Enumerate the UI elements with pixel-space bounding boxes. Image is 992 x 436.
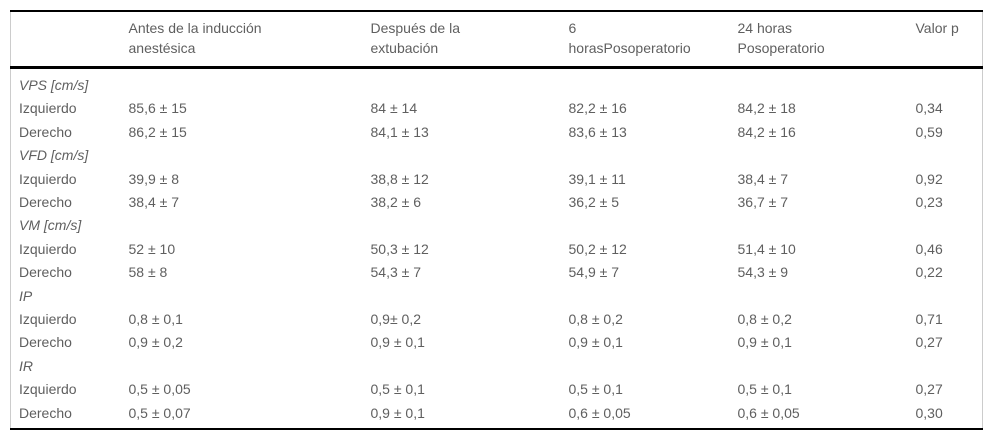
section-row: IR — [11, 355, 983, 378]
value-cell: 38,4 ± 7 — [128, 194, 180, 211]
value-cell: 36,7 ± 7 — [737, 194, 789, 211]
value-cell: 0,6 ± 0,05 — [568, 404, 631, 421]
value-cell: 0,5 ± 0,07 — [128, 404, 191, 421]
table-row: Derecho 86,2 ± 15 84,1 ± 13 83,6 ± 13 84,2 ±… — [11, 121, 983, 144]
row-label: Izquierdo — [19, 381, 77, 398]
value-cell: 0,9 ± 0,1 — [568, 334, 623, 351]
column-header: Antes de la inducción anestésica — [128, 11, 371, 69]
row-label: Izquierdo — [19, 311, 77, 328]
value-cell: 84,2 ± 18 — [737, 100, 796, 117]
table-row: Derecho 0,5 ± 0,07 0,9 ± 0,1 0,6 ± 0,05 0,6 … — [11, 402, 983, 429]
row-label: Izquierdo — [19, 100, 77, 117]
value-cell: 0,6 ± 0,05 — [737, 404, 800, 421]
value-cell: 51,4 ± 10 — [737, 240, 796, 257]
value-cell: 0,5 ± 0,1 — [370, 381, 425, 398]
value-cell: 0,46 — [915, 240, 943, 257]
value-cell: 52 ± 10 — [128, 240, 176, 257]
value-cell: 84,1 ± 13 — [370, 123, 429, 140]
section-row: IP — [11, 285, 983, 308]
value-cell: 0,8 ± 0,1 — [128, 311, 183, 328]
row-label: Derecho — [19, 334, 72, 351]
value-cell: 0,92 — [915, 170, 943, 187]
corner-cell — [10, 11, 129, 69]
section-row: VM [cm/s] — [11, 214, 983, 237]
row-label: Derecho — [19, 404, 72, 421]
section-label: VFD [cm/s] — [19, 147, 89, 164]
value-cell: 0,9 ± 0,1 — [737, 334, 792, 351]
results-table: Antes de la inducción anestésica Después … — [10, 10, 983, 431]
value-cell: 0,27 — [915, 381, 943, 398]
value-cell: 0,34 — [915, 100, 943, 117]
results-table-container: Antes de la inducción anestésica Después … — [10, 10, 983, 431]
section-row: VFD [cm/s] — [11, 144, 983, 167]
value-cell: 0,9 ± 0,1 — [370, 334, 425, 351]
table-header: Antes de la inducción anestésica Después … — [10, 11, 983, 69]
value-cell: 0,8 ± 0,2 — [737, 311, 792, 328]
section-label: VPS [cm/s] — [19, 77, 89, 93]
row-label: Derecho — [19, 194, 72, 211]
table-body: VPS [cm/s] Izquierdo 85,6 ± 15 84 ± 14 82,2 … — [11, 68, 983, 430]
value-cell: 84 ± 14 — [370, 100, 418, 117]
table-row: Derecho 58 ± 8 54,3 ± 7 54,9 ± 7 54,3 ± 9 0,2… — [11, 261, 983, 284]
value-cell: 82,2 ± 16 — [568, 100, 627, 117]
column-header: 6 horasPosoperatorio — [568, 11, 738, 69]
value-cell: 0,9± 0,2 — [370, 311, 422, 328]
table-row: Izquierdo 0,8 ± 0,1 0,9± 0,2 0,8 ± 0,2 0,8 ±… — [11, 308, 983, 331]
value-cell: 0,27 — [915, 334, 943, 351]
header-row: Antes de la inducción anestésica Después … — [10, 11, 983, 69]
value-cell: 50,2 ± 12 — [568, 240, 627, 257]
table-row: Derecho 0,9 ± 0,2 0,9 ± 0,1 0,9 ± 0,1 0,9 ± … — [11, 331, 983, 354]
column-header: Después de la extubación — [370, 11, 569, 69]
column-header: Valor p — [915, 11, 983, 69]
row-label: Izquierdo — [19, 170, 77, 187]
value-cell: 0,5 ± 0,1 — [568, 381, 623, 398]
value-cell: 54,9 ± 7 — [568, 264, 620, 281]
value-cell: 38,2 ± 6 — [370, 194, 422, 211]
table-row: Derecho 38,4 ± 7 38,2 ± 6 36,2 ± 5 36,7 ± 7 0… — [11, 191, 983, 214]
value-cell: 0,30 — [915, 404, 943, 421]
table-row: Izquierdo 52 ± 10 50,3 ± 12 50,2 ± 12 51,4 ±… — [11, 238, 983, 261]
value-cell: 0,23 — [915, 194, 943, 211]
value-cell: 38,4 ± 7 — [737, 170, 789, 187]
row-label: Derecho — [19, 123, 72, 140]
section-label: IR — [19, 357, 33, 374]
value-cell: 50,3 ± 12 — [370, 240, 429, 257]
value-cell: 0,8 ± 0,2 — [568, 311, 623, 328]
column-header: 24 horas Posoperatorio — [737, 11, 916, 69]
value-cell: 0,5 ± 0,05 — [128, 381, 191, 398]
value-cell: 83,6 ± 13 — [568, 123, 627, 140]
row-label: Derecho — [19, 264, 72, 281]
value-cell: 36,2 ± 5 — [568, 194, 620, 211]
value-cell: 0,59 — [915, 123, 943, 140]
value-cell: 0,9 ± 0,2 — [128, 334, 183, 351]
value-cell: 0,22 — [915, 264, 943, 281]
value-cell: 86,2 ± 15 — [128, 123, 187, 140]
value-cell: 54,3 ± 7 — [370, 264, 422, 281]
value-cell: 54,3 ± 9 — [737, 264, 789, 281]
value-cell: 85,6 ± 15 — [128, 100, 187, 117]
value-cell: 0,9 ± 0,1 — [370, 404, 425, 421]
section-label: VM [cm/s] — [19, 217, 82, 234]
section-row: VPS [cm/s] — [11, 68, 983, 98]
section-label: IP — [19, 287, 33, 304]
table-row: Izquierdo 85,6 ± 15 84 ± 14 82,2 ± 16 84,2 ±… — [11, 97, 983, 120]
row-label: Izquierdo — [19, 240, 77, 257]
table-row: Izquierdo 0,5 ± 0,05 0,5 ± 0,1 0,5 ± 0,1 0,5… — [11, 378, 983, 401]
table-row: Izquierdo 39,9 ± 8 38,8 ± 12 39,1 ± 11 38,4 … — [11, 168, 983, 191]
value-cell: 39,9 ± 8 — [128, 170, 180, 187]
value-cell: 0,5 ± 0,1 — [737, 381, 792, 398]
value-cell: 0,71 — [915, 311, 943, 328]
value-cell: 84,2 ± 16 — [737, 123, 796, 140]
value-cell: 38,8 ± 12 — [370, 170, 429, 187]
value-cell: 58 ± 8 — [128, 264, 168, 281]
value-cell: 39,1 ± 11 — [568, 170, 626, 187]
